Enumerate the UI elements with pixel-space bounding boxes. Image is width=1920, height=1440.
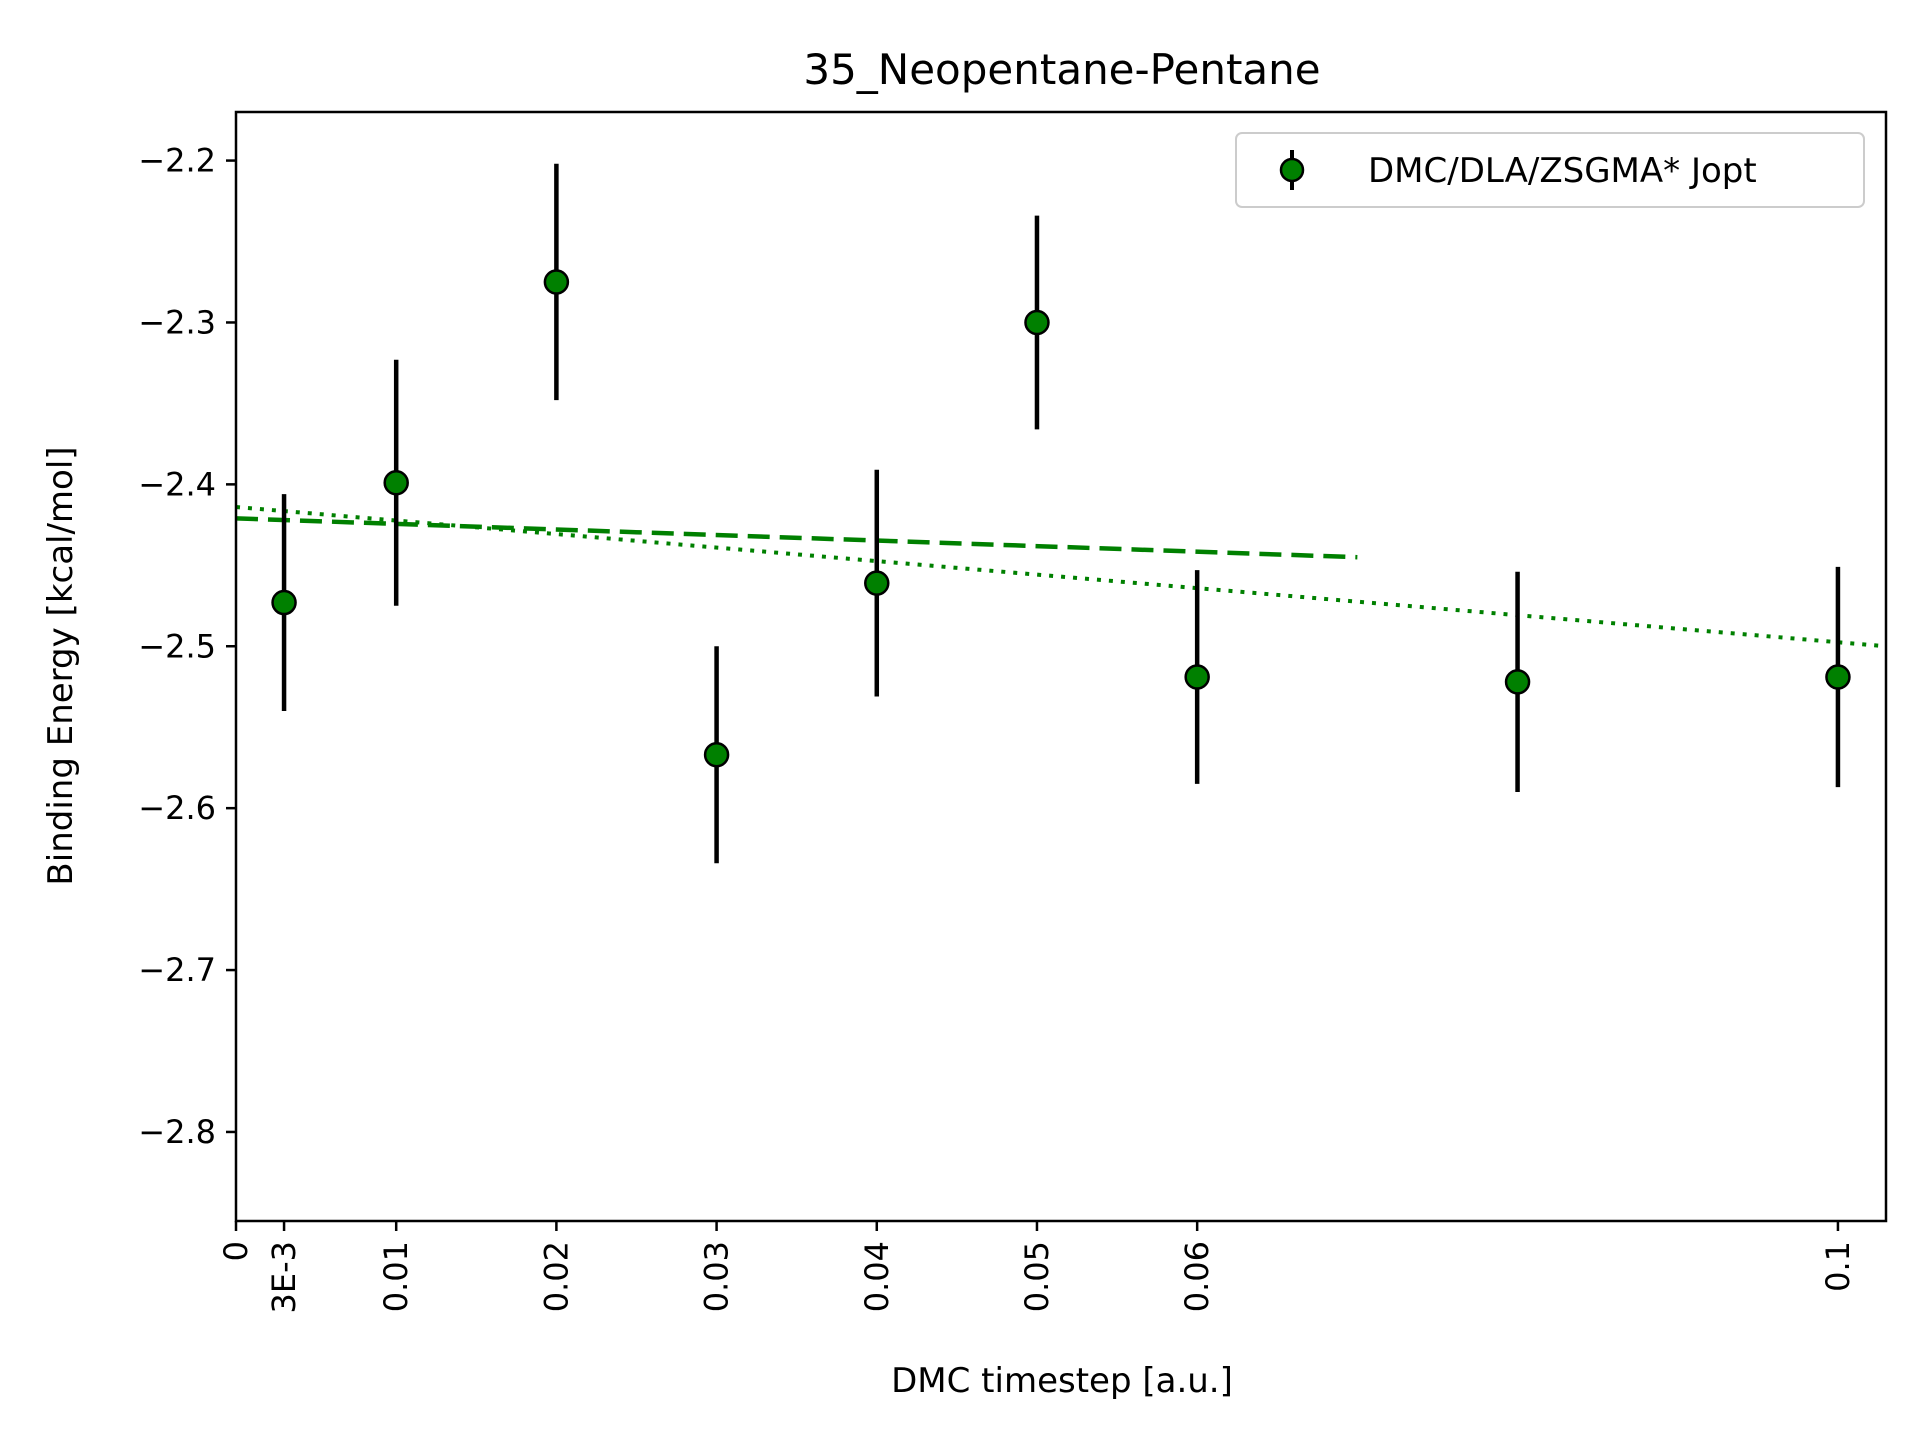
data-point [383,469,409,496]
y-tick-label: −2.7 [138,951,216,989]
chart-title: 35_Neopentane-Pentane [803,45,1320,94]
x-tick-label: 3E-3 [265,1241,303,1313]
y-tick-label: −2.2 [138,142,216,180]
axes-frame [234,110,1888,1223]
plot-area [234,110,1888,1223]
data-point [1504,669,1531,695]
data-point [864,570,890,596]
x-tick-label: 0.02 [537,1241,575,1312]
data-point [543,269,570,295]
data-point [703,741,730,768]
y-tick-label: −2.5 [138,627,216,665]
y-tick-label: −2.8 [138,1113,216,1151]
y-tick-label: −2.3 [138,303,216,341]
x-tick-label: 0.03 [698,1241,736,1312]
legend-label: DMC/DLA/ZSGMA* Jopt [1368,151,1757,191]
x-tick-label: 0.04 [858,1241,896,1312]
legend: DMC/DLA/ZSGMA* Jopt [1235,132,1865,208]
legend-marker [1279,157,1305,183]
y-axis-label: Binding Energy [kcal/mol] [41,446,81,885]
x-tick-label: 0.05 [1018,1241,1056,1312]
data-point [1024,309,1050,336]
data-point [1825,664,1851,690]
x-tick-label: 0.01 [377,1241,415,1312]
x-tick-label: 0 [217,1241,255,1261]
x-tick-label: 0.06 [1178,1241,1216,1312]
y-tick-label: −2.4 [138,465,216,503]
legend-frame [1235,132,1865,208]
x-tick-label: 0.1 [1819,1241,1857,1292]
y-tick-label: −2.6 [138,789,216,827]
x-axis-label: DMC timestep [a.u.] [891,1361,1233,1401]
fit-line-dashed [236,516,1358,560]
y-axis-ticks: −2.2 −2.3 −2.4 −2.5 −2.6 −2.7 −2.8 [138,142,236,1151]
data-point [1184,664,1210,690]
x-axis-ticks: 0 3E-3 0.01 0.02 0.03 0.04 0.05 0.06 0.1 [217,1221,1857,1313]
data-point [271,589,297,616]
